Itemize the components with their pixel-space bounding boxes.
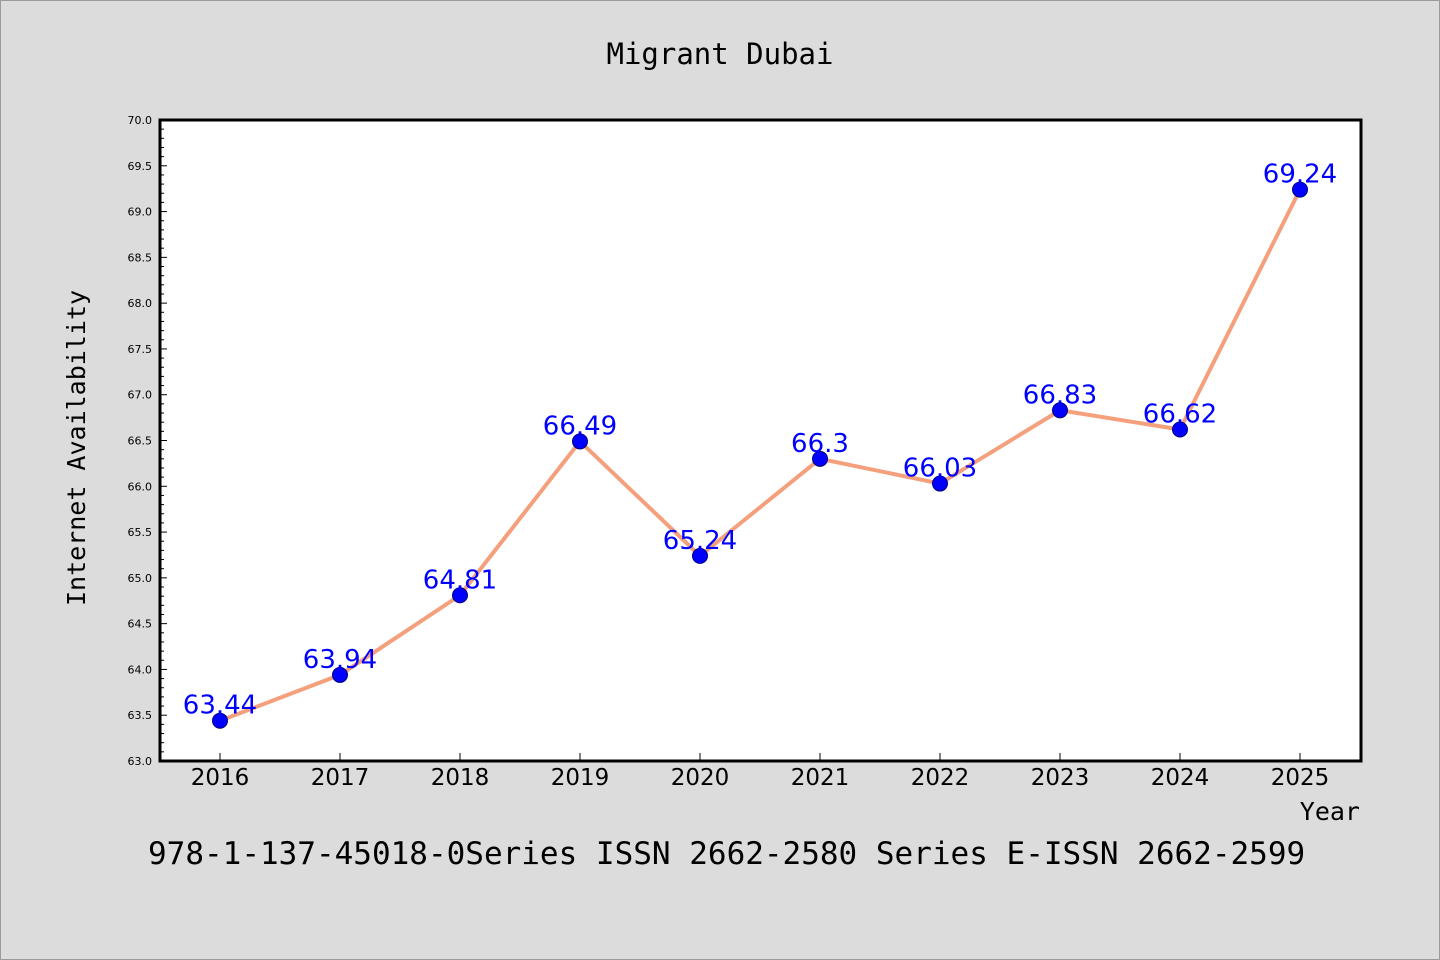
data-label: 63.94 — [303, 645, 377, 675]
y-axis-label: Internet Availability — [62, 290, 91, 606]
y-tick-label: 63.0 — [128, 755, 153, 768]
x-tick-label: 2017 — [311, 765, 370, 791]
x-tick-label: 2018 — [431, 765, 490, 791]
data-point — [1052, 402, 1068, 419]
x-tick-label: 2020 — [671, 765, 730, 791]
x-tick-label: 2024 — [1151, 765, 1210, 791]
chart-title: Migrant Dubai — [607, 37, 834, 71]
data-point — [572, 433, 588, 450]
y-axis: 63.0 63.5 64.0 64.5 65.0 65.5 66.0 66.5 67.0 67.5… — [128, 114, 167, 768]
footer-isbn-issn: 978-1-137-45018-0Series ISSN 2662-2580 S… — [148, 836, 1305, 872]
data-labels: 63.44 63.94 64.81 66.49 65.24 66.3 66.03 66.83 6… — [183, 160, 1337, 721]
x-tick-label: 2019 — [551, 765, 610, 791]
x-axis-label: Year — [1300, 797, 1360, 826]
data-label: 66.3 — [791, 429, 849, 459]
data-label: 66.03 — [903, 454, 977, 484]
data-point — [932, 475, 948, 492]
data-label: 63.44 — [183, 691, 257, 721]
y-tick-label: 68.0 — [128, 297, 153, 310]
data-label: 69.24 — [1263, 160, 1337, 190]
series-line — [219, 188, 1302, 723]
plot-area — [160, 120, 1361, 761]
x-tick-label: 2016 — [191, 765, 250, 791]
data-point — [692, 547, 708, 564]
data-label: 66.83 — [1023, 380, 1097, 410]
y-tick-label: 70.0 — [128, 114, 153, 127]
x-tick-label: 2021 — [791, 765, 850, 791]
data-point — [212, 712, 228, 729]
y-tick-label: 63.5 — [128, 709, 153, 722]
data-label: 65.24 — [663, 526, 737, 556]
y-tick-label: 64.0 — [128, 663, 153, 676]
y-tick-label: 69.0 — [128, 206, 153, 219]
y-tick-label: 67.0 — [128, 389, 153, 402]
plot-border — [158, 118, 1363, 763]
data-point — [812, 450, 828, 467]
series-markers — [212, 181, 1308, 729]
data-label: 66.49 — [543, 411, 617, 441]
data-point — [332, 666, 348, 683]
x-tick-label: 2022 — [911, 765, 970, 791]
data-label: 64.81 — [423, 565, 497, 595]
data-label: 66.62 — [1143, 400, 1217, 430]
x-tick-label: 2025 — [1271, 765, 1330, 791]
data-point — [1292, 181, 1308, 198]
x-axis: 2016 2017 2018 2019 2020 2021 2022 2023 2024 2025 — [191, 753, 1330, 791]
y-tick-label: 68.5 — [128, 251, 153, 264]
y-tick-label: 66.0 — [128, 480, 153, 493]
y-tick-label: 64.5 — [128, 618, 153, 631]
y-tick-label: 66.5 — [128, 435, 153, 448]
data-point — [452, 587, 468, 604]
y-tick-label: 67.5 — [128, 343, 153, 356]
y-tick-label: 69.5 — [128, 160, 153, 173]
y-tick-label: 65.0 — [128, 572, 153, 585]
x-tick-label: 2023 — [1031, 765, 1090, 791]
y-tick-label: 65.5 — [128, 526, 153, 539]
data-point — [1172, 421, 1188, 438]
